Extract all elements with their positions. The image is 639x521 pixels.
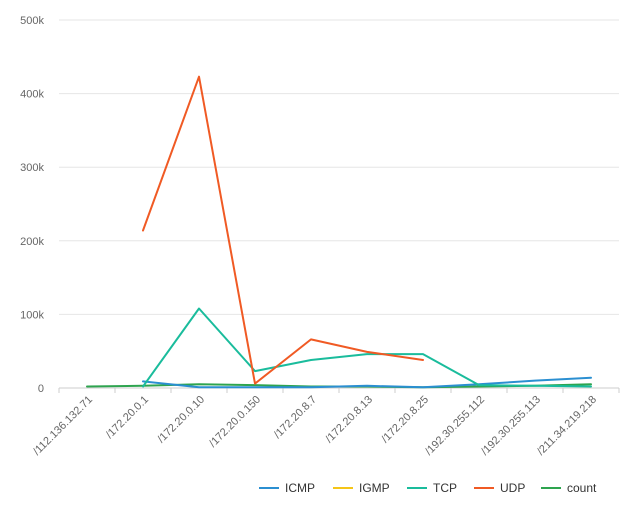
x-tick-label: /192.30.255.113 — [479, 394, 543, 458]
series-line-tcp — [142, 307, 592, 388]
y-tick-label: 300k — [20, 162, 44, 174]
legend-label: ICMP — [285, 481, 315, 495]
y-tick-label: 200k — [20, 236, 44, 248]
y-tick-label: 400k — [20, 89, 44, 101]
series-line-udp — [142, 75, 424, 385]
legend-label: count — [567, 481, 597, 495]
legend-label: UDP — [500, 481, 525, 495]
y-axis: 0 100k 200k 300k 400k 500k — [20, 15, 44, 395]
legend-label: TCP — [433, 481, 457, 495]
legend-item-count[interactable]: count — [541, 481, 597, 495]
legend-label: IGMP — [359, 481, 390, 495]
x-tick-label: /172.20.8.25 — [379, 394, 431, 446]
y-tick-label: 500k — [20, 15, 44, 27]
series-line-icmp — [142, 376, 592, 389]
legend-item-tcp[interactable]: TCP — [407, 481, 457, 495]
series-lines — [86, 75, 592, 389]
y-tick-label: 0 — [38, 383, 44, 395]
x-tick-label: /172.20.0.150 — [207, 394, 263, 450]
y-tick-label: 100k — [20, 309, 44, 321]
legend-item-icmp[interactable]: ICMP — [259, 481, 315, 495]
legend-item-udp[interactable]: UDP — [474, 481, 525, 495]
x-tick-label: /112.136.132.71 — [31, 394, 95, 458]
x-tick-label: /192.30.255.112 — [423, 394, 487, 458]
grid — [59, 19, 619, 315]
x-tick-label: /172.20.0.1 — [104, 394, 151, 441]
legend-item-igmp[interactable]: IGMP — [333, 481, 390, 495]
x-tick-label: /172.20.8.13 — [323, 394, 375, 446]
legend: ICMP IGMP TCP UDP count — [259, 481, 597, 495]
x-tick-label: /172.20.8.7 — [272, 394, 319, 441]
x-tick-label: /211.34.219.218 — [535, 394, 599, 458]
x-axis: /112.136.132.71/172.20.0.1/172.20.0.10/1… — [31, 387, 620, 458]
x-tick-label: /172.20.0.10 — [155, 394, 207, 446]
